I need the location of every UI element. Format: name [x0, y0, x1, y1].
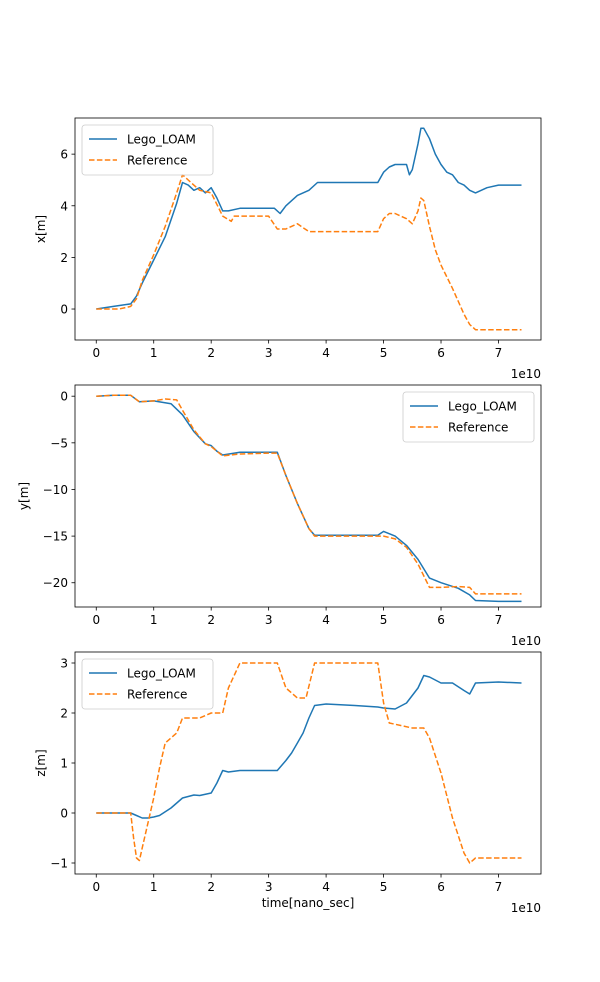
x-tick-label: 0: [92, 880, 100, 894]
y-tick-label: 0: [60, 807, 68, 821]
y-tick-label: −20: [43, 576, 68, 590]
chart-panel-3: 0 1 2 3 4 5 6 7 −1 0 1 2 3 1e10 z[m] time[nano_sec] Lego…: [34, 651, 542, 915]
chart-panel-1: 0 1 2 3 4 5 6 7 0 2 4 6 1e10 x[m] Lego_LOAM Reference: [34, 117, 542, 381]
legend-box: [81, 124, 214, 176]
axes-frame: [74, 117, 542, 341]
x-tick-label: 1: [150, 346, 158, 360]
x-tick-label: 2: [207, 346, 215, 360]
legend-label: Reference: [127, 688, 187, 702]
axis-offset-text: 1e10: [511, 367, 541, 381]
x-tick-label: 3: [265, 613, 273, 627]
x-tick-label: 0: [92, 346, 100, 360]
axis-offset-text: 1e10: [511, 901, 541, 915]
y-tick-label: 0: [60, 303, 68, 317]
legend-label: Reference: [448, 421, 508, 435]
chart-panel-2: 0 1 2 3 4 5 6 7 0 −5 −10 −15 −20 1e10 y[m] Lego_LOAM Ref…: [17, 384, 542, 648]
y-axis-label: y[m]: [17, 482, 31, 510]
series-line-reference: [96, 662, 522, 864]
series-line-reference: [96, 394, 522, 595]
legend-label: Lego_LOAM: [127, 667, 196, 681]
x-tick-label: 7: [495, 346, 503, 360]
legend: Lego_LOAM Reference: [81, 658, 214, 710]
legend-label: Reference: [127, 154, 187, 168]
y-tick-label: −1: [50, 857, 68, 871]
y-tick-label: 2: [60, 251, 68, 265]
legend-label: Lego_LOAM: [127, 133, 196, 147]
y-tick-label: −15: [43, 530, 68, 544]
x-axis-label: time[nano_sec]: [262, 896, 355, 910]
x-tick-label: 5: [380, 880, 388, 894]
x-tick-label: 6: [437, 613, 445, 627]
y-axis-label: z[m]: [34, 749, 48, 776]
x-tick-label: 4: [322, 880, 330, 894]
legend-box: [81, 658, 214, 710]
axes-frame: [74, 384, 542, 608]
x-tick-label: 6: [437, 346, 445, 360]
x-tick-label: 5: [380, 346, 388, 360]
x-tick-label: 5: [380, 613, 388, 627]
legend: Lego_LOAM Reference: [81, 124, 214, 176]
y-tick-label: 3: [60, 657, 68, 671]
x-tick-label: 3: [265, 880, 273, 894]
x-tick-label: 7: [495, 613, 503, 627]
y-tick-label: 1: [60, 757, 68, 771]
series-line-lego-loam: [96, 127, 522, 310]
x-tick-label: 4: [322, 346, 330, 360]
x-tick-label: 3: [265, 346, 273, 360]
x-tick-label: 0: [92, 613, 100, 627]
legend-label: Lego_LOAM: [448, 400, 517, 414]
legend-box: [402, 391, 535, 443]
y-axis-label: x[m]: [34, 215, 48, 243]
x-tick-label: 1: [150, 613, 158, 627]
legend: Lego_LOAM Reference: [402, 391, 535, 443]
x-tick-label: 6: [437, 880, 445, 894]
x-tick-label: 1: [150, 880, 158, 894]
axis-offset-text: 1e10: [511, 634, 541, 648]
x-tick-label: 2: [207, 880, 215, 894]
x-tick-label: 2: [207, 613, 215, 627]
y-tick-label: 6: [60, 148, 68, 162]
y-tick-label: −5: [50, 436, 68, 450]
y-tick-label: 4: [60, 199, 68, 213]
x-tick-label: 4: [322, 613, 330, 627]
series-line-lego-loam: [96, 674, 522, 819]
y-tick-label: 2: [60, 707, 68, 721]
y-tick-label: −10: [43, 483, 68, 497]
x-tick-label: 7: [495, 880, 503, 894]
series-line-reference: [96, 174, 522, 331]
y-tick-label: 0: [60, 390, 68, 404]
